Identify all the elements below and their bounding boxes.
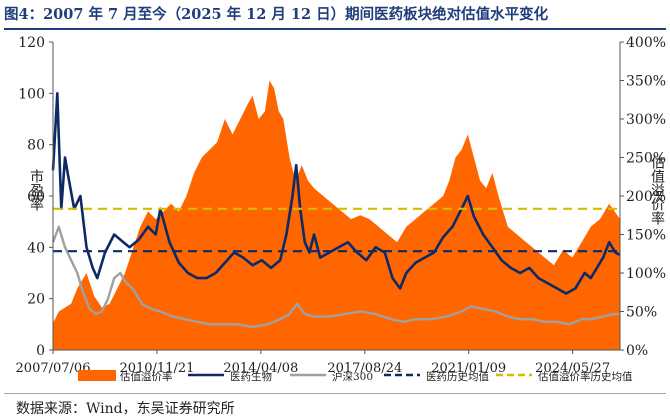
x-tick-label: 2024/05/27 xyxy=(535,361,610,376)
legend: 估值溢价率 医药生物 沪深300 医药历史均值 估值溢价率历史均值 xyxy=(78,370,633,383)
x-tick-label: 2010/11/21 xyxy=(119,361,194,376)
y-right-tick-label: 50% xyxy=(626,305,657,321)
y-right-axis-title: 估值溢价率 xyxy=(649,155,665,225)
title-rule xyxy=(4,28,666,30)
legend-swatch-premium xyxy=(78,370,116,381)
x-tick-label: 2007/07/06 xyxy=(16,361,91,376)
series-line-pharma xyxy=(51,91,621,295)
series-area-premium xyxy=(53,80,620,350)
x-tick-label: 2014/04/08 xyxy=(223,361,298,376)
y-right-tick-label: 300% xyxy=(626,112,666,128)
y-right-tick-label: 400% xyxy=(626,35,666,51)
series-lines-layer xyxy=(51,91,621,329)
y-left-tick-label: 100 xyxy=(18,86,45,102)
y-right-tick-label: 350% xyxy=(626,74,666,90)
legend-label: 沪深300 xyxy=(332,370,373,383)
source-note: 数据来源：Wind，东吴证券研究所 xyxy=(16,401,235,417)
legend-label: 医药历史均值 xyxy=(426,370,489,383)
legend-label: 估值溢价率历史均值 xyxy=(538,370,633,383)
x-tick-label: 2021/01/09 xyxy=(431,361,506,376)
y-right-tick-label: 250% xyxy=(626,151,666,167)
y-left-tick-label: 120 xyxy=(18,35,45,51)
figure-title: 图4：2007 年 7 月至今（2025 年 12 月 12 日）期间医药板块绝… xyxy=(4,6,549,23)
axes-layer: 0 20 40 60 80 100 120 0% 50% 100% 150% 200% 250% 300%… xyxy=(16,35,667,376)
chart-svg: 0 20 40 60 80 100 120 0% 50% 100% 150% 200% 250% 300%… xyxy=(16,35,667,383)
y-left-tick-label: 60 xyxy=(27,189,45,205)
y-left-tick-label: 80 xyxy=(27,138,45,154)
series-line-hs300 xyxy=(51,225,620,329)
reference-lines-layer xyxy=(53,207,620,253)
premium-area-layer xyxy=(53,80,620,350)
y-left-axis-title: 市盈率 xyxy=(28,168,44,211)
y-right-tick-label: 100% xyxy=(626,266,666,282)
legend-label: 医药生物 xyxy=(230,370,272,383)
y-left-tick-label: 20 xyxy=(27,292,45,308)
source-rule xyxy=(4,393,666,394)
y-right-tick-label: 0% xyxy=(626,343,648,359)
y-left-tick-label: 40 xyxy=(27,240,45,256)
y-left-tick-label: 0 xyxy=(36,343,45,359)
y-right-tick-label: 200% xyxy=(626,189,666,205)
legend-label: 估值溢价率 xyxy=(120,370,173,383)
y-right-tick-label: 150% xyxy=(626,228,666,244)
x-tick-label: 2017/08/24 xyxy=(327,361,402,376)
